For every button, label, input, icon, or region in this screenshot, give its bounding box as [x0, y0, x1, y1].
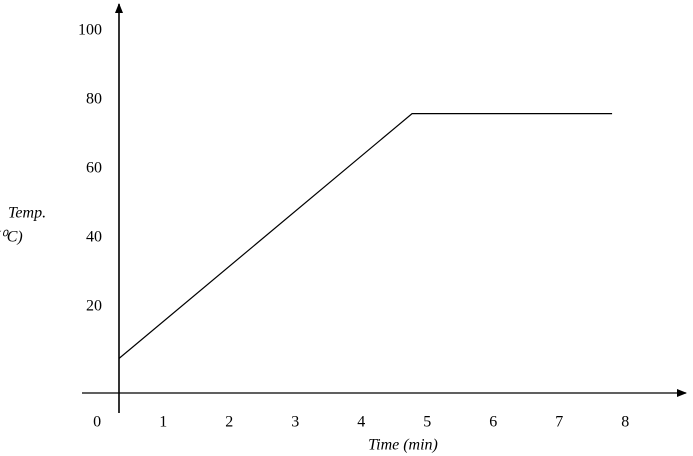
x-tick-label: 0	[93, 414, 101, 431]
y-tick-label: 40	[86, 228, 102, 245]
y-tick-label: 60	[86, 159, 102, 176]
x-axis-title: Time (min)	[368, 437, 438, 454]
x-tick-label: 3	[291, 414, 299, 431]
y-axis-title: (⁰C)	[0, 229, 23, 246]
y-tick-label: 80	[86, 91, 102, 108]
y-tick-label: 100	[78, 22, 102, 39]
x-tick-label: 8	[621, 414, 629, 431]
x-tick-label: 7	[555, 414, 563, 431]
y-tick-label: 20	[86, 297, 102, 314]
x-tick-label: 1	[159, 414, 167, 431]
x-tick-label: 2	[225, 414, 233, 431]
x-tick-label: 6	[489, 414, 497, 431]
x-tick-label: 5	[423, 414, 431, 431]
x-tick-label: 4	[357, 414, 365, 431]
data-line	[118, 113, 613, 359]
y-axis-title: Temp.	[8, 205, 46, 222]
